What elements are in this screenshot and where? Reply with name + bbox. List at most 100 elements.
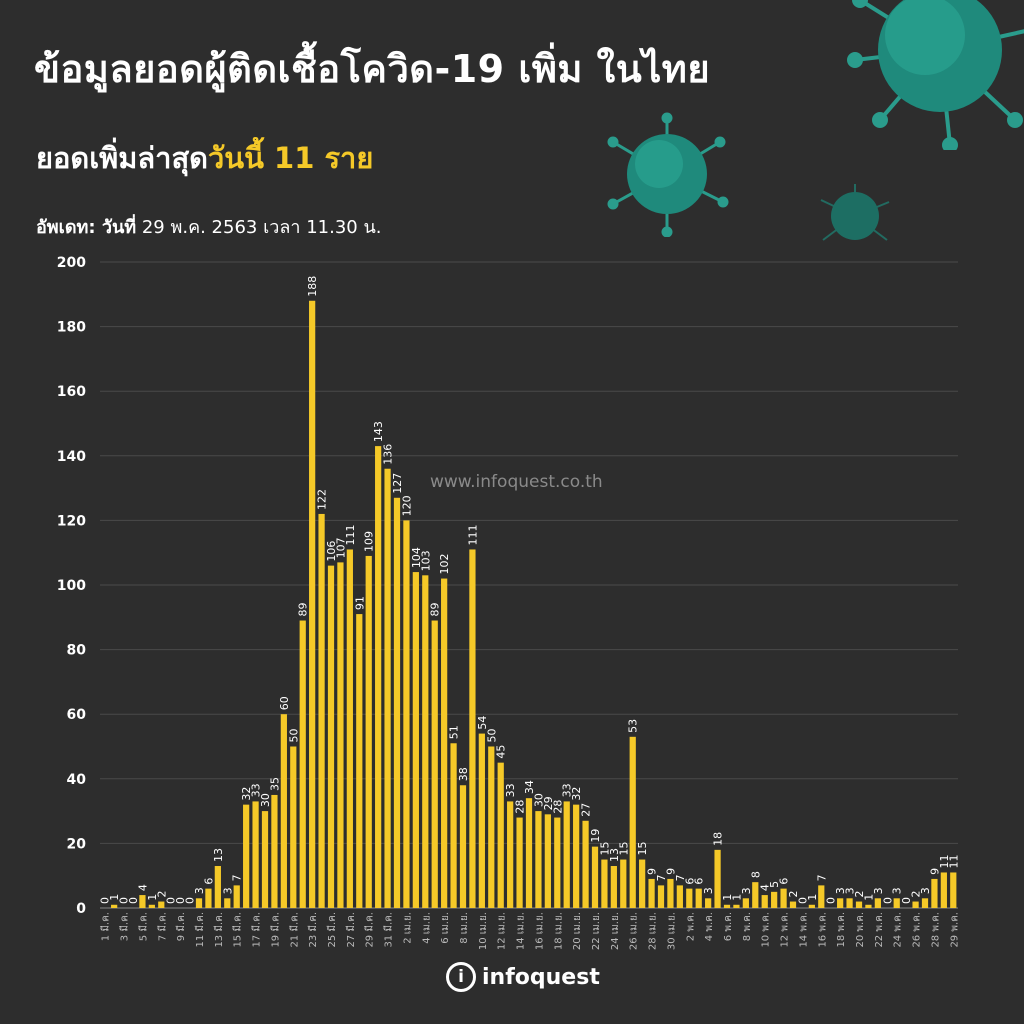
bar [931,878,938,908]
data-label: 33 [250,783,263,797]
data-label: 27 [580,803,593,817]
bar [290,746,297,908]
data-label: 9 [664,868,677,875]
virus-icon-small [820,184,890,241]
data-label: 6 [202,878,215,885]
bar [893,898,900,908]
x-tick-label: 24 เม.ย. [610,912,621,950]
x-tick-label: 10 พ.ค. [761,912,772,948]
data-label: 2 [910,891,923,898]
x-tick-label: 4 พ.ค. [704,912,715,941]
subtitle: ยอดเพิ่มล่าสุดวันนี้ 11 ราย [36,135,373,181]
bar [252,801,259,908]
data-label: 0 [825,897,838,904]
logo-mark-icon: i [446,962,476,992]
bar [459,785,467,908]
bar [158,901,165,908]
data-label: 89 [297,603,310,617]
x-tick-label: 28 เม.ย. [648,912,659,950]
data-label: 15 [636,842,649,856]
bar [299,620,306,908]
bar [667,878,674,908]
page-title: ข้อมูลยอดผู้ติดเชื้อโควิด-19 เพิ่ม ในไทย [34,47,711,91]
data-label: 0 [118,897,131,904]
data-label: 2 [853,891,866,898]
x-tick-label: 25 มี.ค. [326,912,338,948]
data-label: 3 [872,887,885,894]
x-tick-label: 11 มี.ค. [194,912,206,948]
bar [610,866,617,908]
bar [620,859,627,908]
x-tick-label: 2 เม.ย. [402,912,413,944]
data-label: 6 [683,878,696,885]
bar [742,898,749,908]
x-tick-label: 13 มี.ค. [213,912,225,948]
data-label: 120 [400,495,413,516]
data-label: 3 [834,887,847,894]
x-tick-label: 23 มี.ค. [307,912,319,948]
data-label: 3 [193,887,206,894]
y-tick-label: 0 [76,901,86,917]
bar [516,817,523,908]
bar [601,859,608,908]
data-label: 8 [749,871,762,878]
data-label: 0 [99,897,112,904]
bar [224,898,231,908]
x-tick-label: 8 เม.ย. [459,912,470,944]
bar [346,549,353,908]
bar [657,885,665,908]
x-tick-label: 20 พ.ค. [855,912,866,948]
bar [525,798,533,908]
bar [393,497,401,908]
y-tick-label: 160 [57,384,86,400]
data-label: 9 [928,868,941,875]
bar [639,859,646,908]
data-label: 109 [363,531,376,552]
y-tick-label: 60 [67,707,87,723]
bar [695,888,702,908]
data-label: 0 [796,897,809,904]
bar [648,878,655,908]
data-label: 9 [646,868,659,875]
x-tick-label: 18 พ.ค. [836,912,847,948]
bar [375,446,382,908]
bar [544,814,551,908]
data-label: 15 [617,842,630,856]
y-tick-label: 180 [57,320,86,336]
x-tick-label: 10 เม.ย. [478,912,489,950]
data-label: 7 [674,874,687,881]
update-line: อัพเดท: วันที่ 29 พ.ค. 2563 เวลา 11.30 น… [36,212,381,241]
x-tick-label: 1 มี.ค. [100,912,112,941]
data-label: 6 [693,878,706,885]
data-label: 32 [240,787,253,801]
x-tick-label: 20 เม.ย. [572,912,583,950]
x-tick-label: 2 พ.ค. [685,912,696,941]
data-label: 50 [287,729,300,743]
data-label: 91 [353,596,366,610]
bar [365,555,372,908]
infoquest-logo: i infoquest [446,962,600,992]
bar [327,565,335,908]
bar [422,575,429,908]
bar [874,898,881,908]
data-label: 0 [174,897,187,904]
x-tick-label: 27 มี.ค. [345,912,357,948]
data-label: 3 [891,887,904,894]
data-label: 28 [514,800,527,814]
x-tick-label: 16 พ.ค. [817,912,828,948]
bar [356,614,363,908]
data-label: 60 [278,696,291,710]
data-label: 122 [316,489,329,510]
data-label: 3 [702,887,715,894]
bar [469,549,476,908]
data-label: 29 [542,796,555,810]
x-tick-label: 17 มี.ค. [251,912,263,948]
logo-text: infoquest [482,964,600,990]
bar [139,895,146,908]
bar [808,904,815,908]
data-label: 143 [372,421,385,442]
data-label: 1 [721,894,734,901]
data-label: 7 [815,874,828,881]
data-label: 3 [740,887,753,894]
bar [412,572,419,908]
